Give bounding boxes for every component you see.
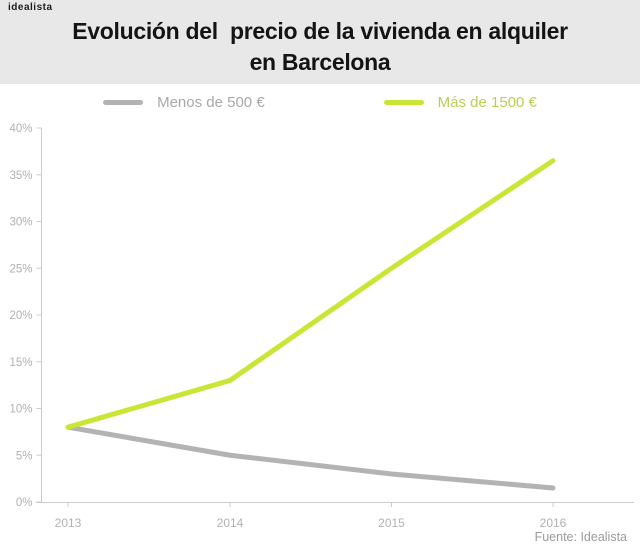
title-line-1: Evolución del precio de la vivienda en a…	[72, 18, 568, 44]
y-axis-label: 10%	[9, 404, 32, 416]
header-band	[0, 0, 640, 84]
idealista-logo: idealista	[8, 2, 53, 13]
legend-label: Más de 1500 €	[437, 93, 537, 111]
y-axis-label: 5%	[16, 450, 33, 462]
legend-swatch-gray	[103, 99, 144, 105]
line-chart: 0% 5% 10% 15% 20% 25% 30% 35% 40% 2013 2014 2015 201…	[9, 123, 634, 544]
legend-item-mas-1500: Más de 1500 €	[383, 93, 537, 111]
source-credit: Fuente: Idealista	[535, 530, 627, 544]
y-axis-label: 15%	[9, 357, 32, 369]
x-axis-label: 2015	[378, 516, 405, 530]
page-title: Evolución del precio de la vivienda en a…	[0, 16, 640, 78]
chart-legend: Menos de 500 € Más de 1500 €	[0, 90, 640, 114]
x-axis-label: 2013	[55, 516, 82, 530]
legend-swatch-lime	[383, 99, 424, 105]
x-axis-label: 2014	[217, 516, 244, 530]
legend-label: Menos de 500 €	[157, 93, 265, 111]
y-axis-label: 20%	[9, 310, 32, 322]
y-axis-label: 40%	[9, 123, 32, 135]
series-line-mas-1500	[65, 158, 556, 430]
y-axis-label: 30%	[9, 217, 32, 229]
legend-item-menos-500: Menos de 500 €	[103, 95, 265, 110]
series-line-menos-500	[65, 424, 556, 491]
y-axis-label: 35%	[9, 170, 32, 182]
title-line-2: en Barcelona	[249, 49, 391, 75]
y-axis-label: 25%	[9, 263, 32, 275]
y-axis-label: 0%	[16, 497, 33, 509]
x-axis-label: 2016	[540, 516, 567, 530]
